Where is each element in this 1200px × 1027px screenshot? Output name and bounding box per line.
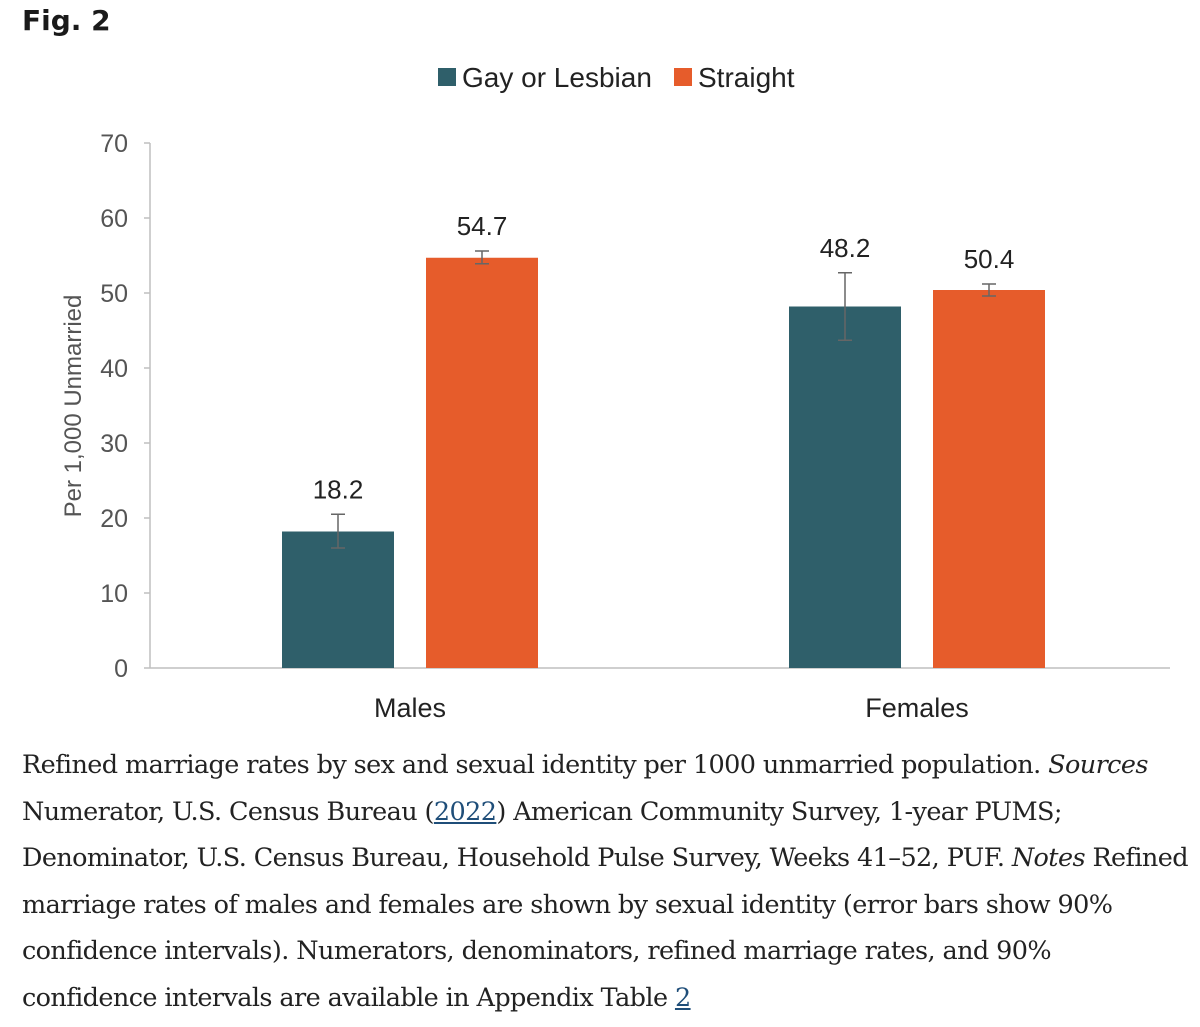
figure-caption: Refined marriage rates by sex and sexual… — [22, 742, 1192, 1021]
caption-text-1: Refined marriage rates by sex and sexual… — [22, 750, 1049, 780]
caption-text-4: Refined marriage rates of males and fema… — [22, 843, 1189, 1013]
y-axis-label: Per 1,000 Unmarried — [60, 295, 87, 518]
caption-sources-label: Sources — [1048, 750, 1148, 780]
legend-label: Straight — [698, 62, 795, 93]
x-category-label: Females — [865, 693, 969, 723]
reference-link-2022[interactable]: 2022 — [433, 796, 497, 827]
data-label: 50.4 — [964, 244, 1015, 274]
y-tick-label: 0 — [114, 655, 128, 683]
y-tick-label: 60 — [100, 205, 128, 233]
caption-notes-label: Notes — [1011, 843, 1086, 873]
legend-swatch — [438, 68, 456, 86]
y-tick-label: 50 — [100, 280, 128, 308]
bar-straight-females — [933, 290, 1045, 668]
legend-swatch — [674, 68, 692, 86]
y-tick-label: 30 — [100, 430, 128, 458]
data-label: 54.7 — [457, 211, 508, 241]
bar-chart: 0 10 20 30 40 50 60 70 Per 1,000 Unmarried 18.2 54… — [60, 62, 1170, 723]
y-tick-label: 40 — [100, 355, 128, 383]
legend-label: Gay or Lesbian — [462, 62, 652, 93]
figure-label: Fig. 2 — [22, 4, 111, 37]
y-tick-label: 70 — [100, 130, 128, 158]
caption-text-2: Numerator, U.S. Census Bureau ( — [22, 796, 434, 827]
bar-gay-or-lesbian-males — [282, 531, 394, 668]
bar-gay-or-lesbian-females — [789, 306, 901, 668]
x-category-label: Males — [374, 693, 446, 723]
bar-straight-males — [426, 257, 538, 668]
caption-text-3: ) American Community Survey, 1-year PUMS… — [22, 796, 1062, 874]
data-label: 48.2 — [820, 233, 871, 263]
y-tick-label: 10 — [100, 580, 128, 608]
data-label: 18.2 — [313, 474, 364, 504]
y-tick-label: 20 — [100, 505, 128, 533]
appendix-table-link[interactable]: 2 — [674, 982, 691, 1013]
